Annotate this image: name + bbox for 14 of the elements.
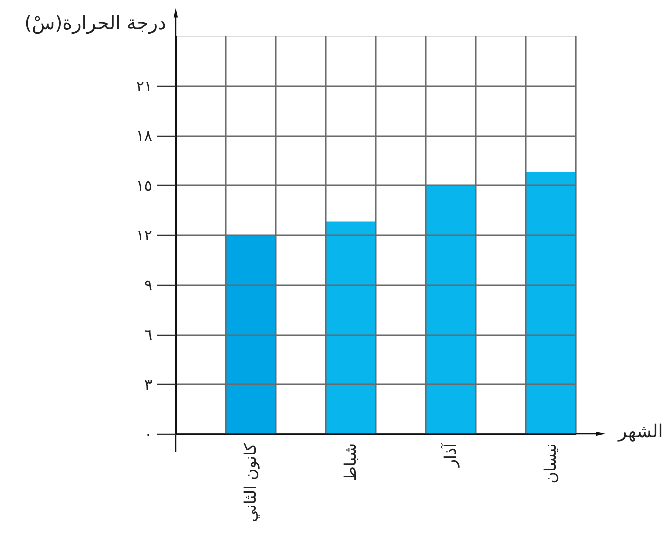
y-tick-label: ٩ <box>144 276 152 294</box>
x-tick-label: كانون الثاني <box>241 443 260 522</box>
y-tick-label: ١٨ <box>136 127 152 145</box>
x-axis-title: الشهر <box>618 422 664 442</box>
x-tick-label: نيسان <box>541 444 560 484</box>
y-tick-label: ٢١ <box>136 77 152 96</box>
y-axis-title: درجة الحرارة(سْ) <box>24 12 166 34</box>
x-tick-label: شباط <box>341 444 360 482</box>
y-tick-label: ٦ <box>144 326 152 344</box>
y-tick-label: ٠ <box>144 426 152 444</box>
y-tick-label: ٣ <box>144 376 152 394</box>
y-tick-label: ١٢ <box>136 226 152 244</box>
y-tick-label: ١٥ <box>136 176 152 195</box>
x-tick-label: آذار <box>440 442 460 468</box>
